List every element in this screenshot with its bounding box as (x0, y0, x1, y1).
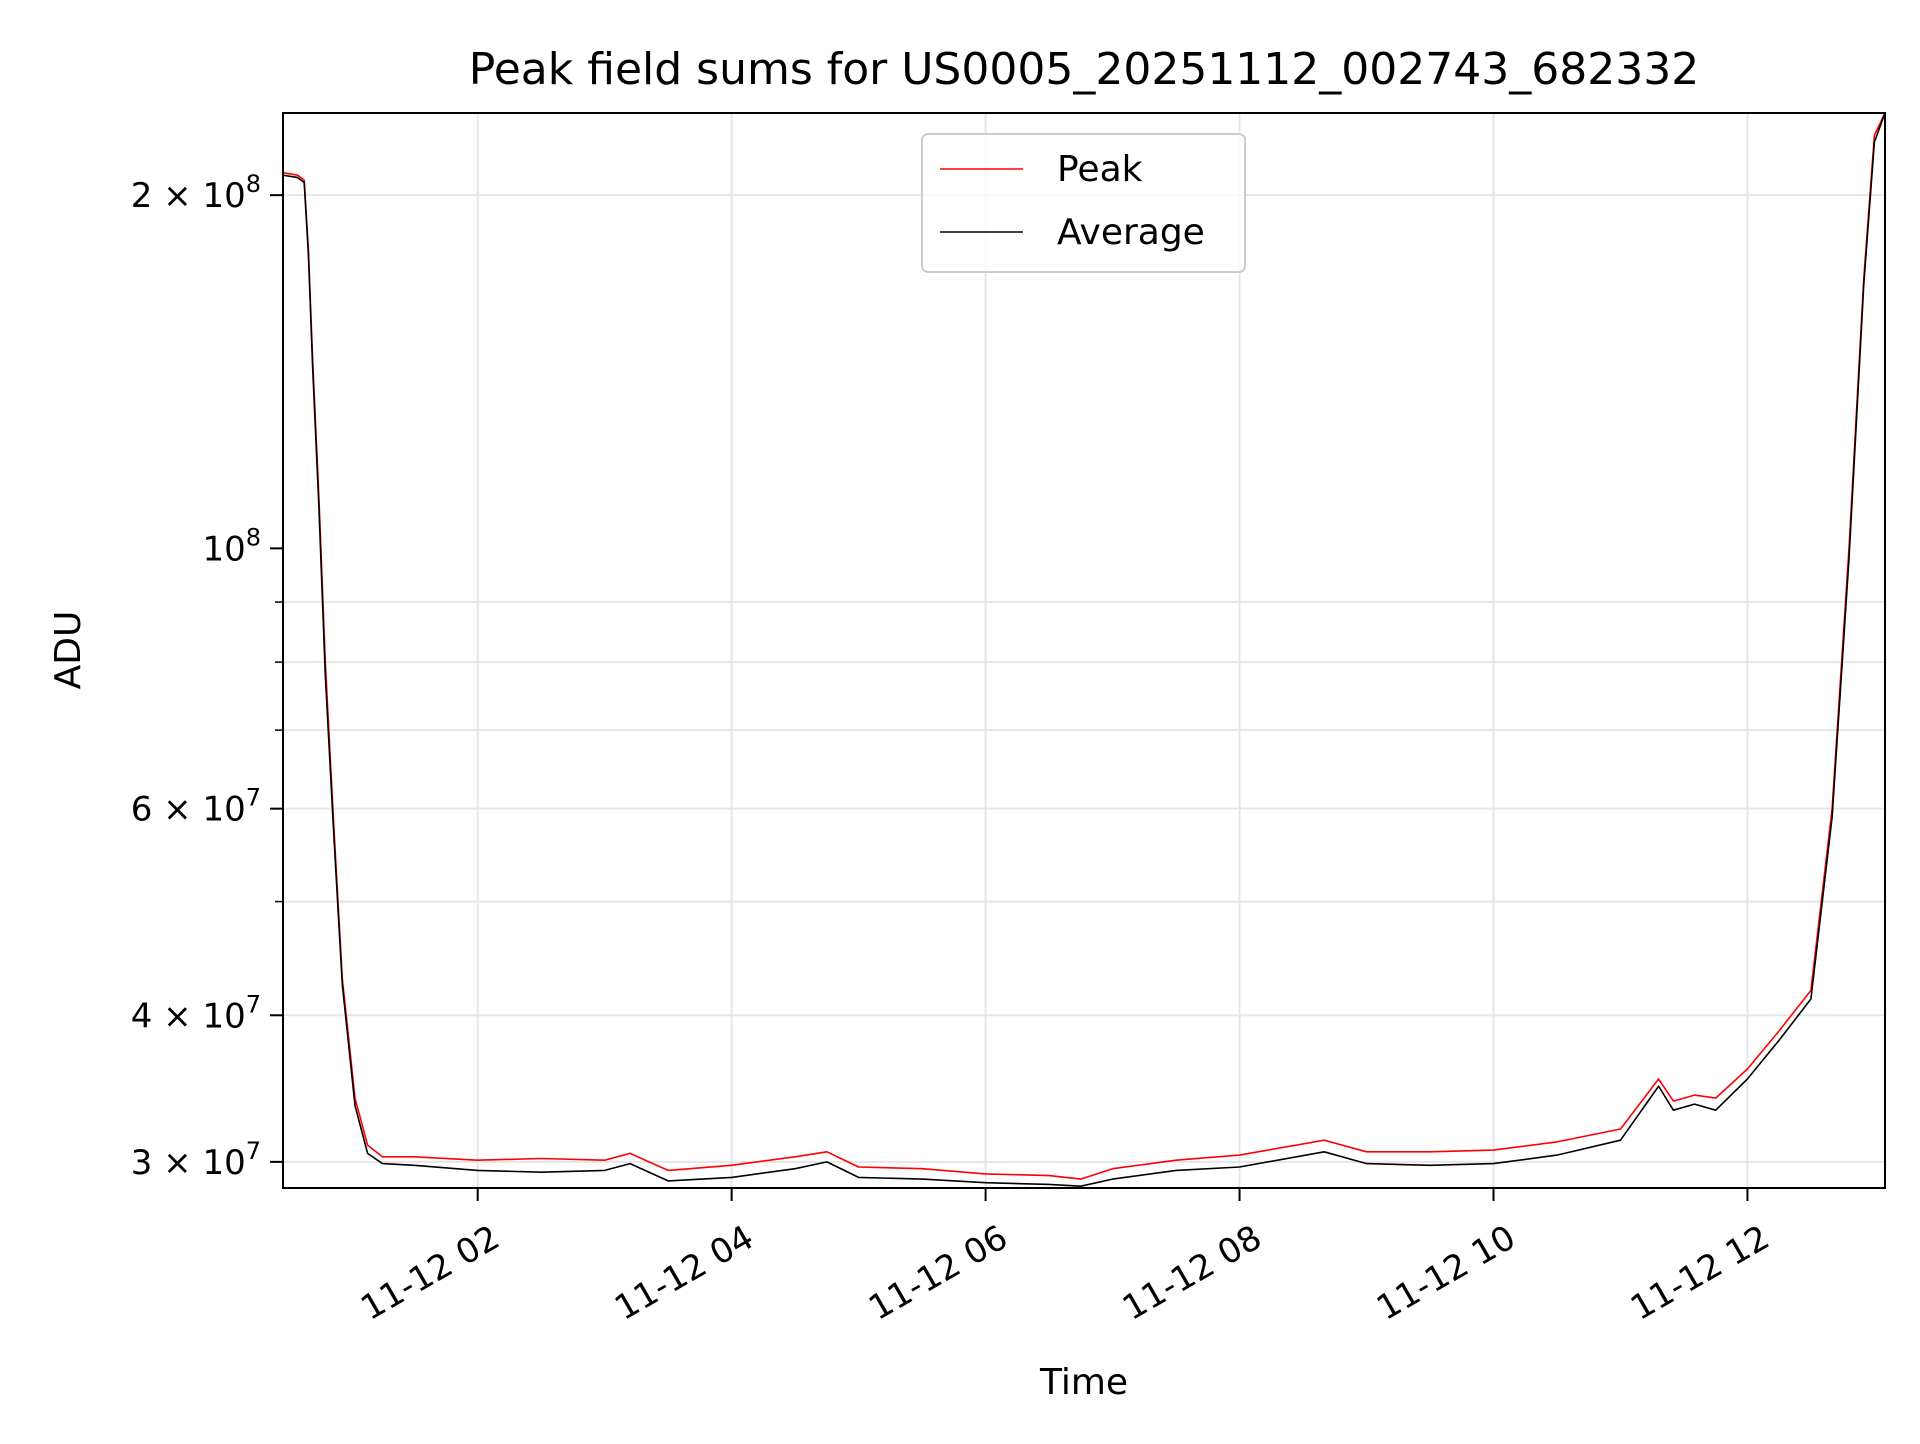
x-tick-label: 11-12 06 (862, 1218, 1014, 1329)
plot-frame (282, 112, 1886, 1189)
x-tick-label: 11-12 08 (1116, 1218, 1268, 1329)
x-axis-label: Time (1039, 1362, 1128, 1403)
chart-title: Peak field sums for US0005_20251112_0027… (469, 44, 1699, 95)
x-tick-label: 11-12 12 (1624, 1218, 1776, 1329)
legend: Peak Average (921, 133, 1246, 273)
y-tick-label: 3 × 107 (131, 1137, 261, 1183)
y-tick-label: 2 × 108 (131, 170, 261, 216)
y-axis: 2 × 108 108 6 × 107 4 × 107 3 × 107 (131, 170, 283, 1183)
x-tick-label: 11-12 10 (1370, 1218, 1522, 1329)
grid (283, 113, 1885, 1188)
y-tick-label: 4 × 107 (131, 990, 261, 1036)
series-line-average (282, 112, 1886, 1187)
legend-label-peak: Peak (1057, 149, 1143, 190)
y-tick-label: 6 × 107 (131, 784, 261, 830)
y-tick-label: 108 (202, 523, 261, 569)
x-axis: 11-12 02 11-12 04 11-12 06 11-12 08 11-12 10… (354, 1188, 1776, 1329)
x-tick-label: 11-12 04 (608, 1218, 760, 1329)
series-layer (282, 112, 1886, 1187)
x-tick-label: 11-12 02 (354, 1218, 506, 1329)
y-axis-label: ADU (48, 611, 89, 690)
legend-label-average: Average (1057, 212, 1205, 253)
